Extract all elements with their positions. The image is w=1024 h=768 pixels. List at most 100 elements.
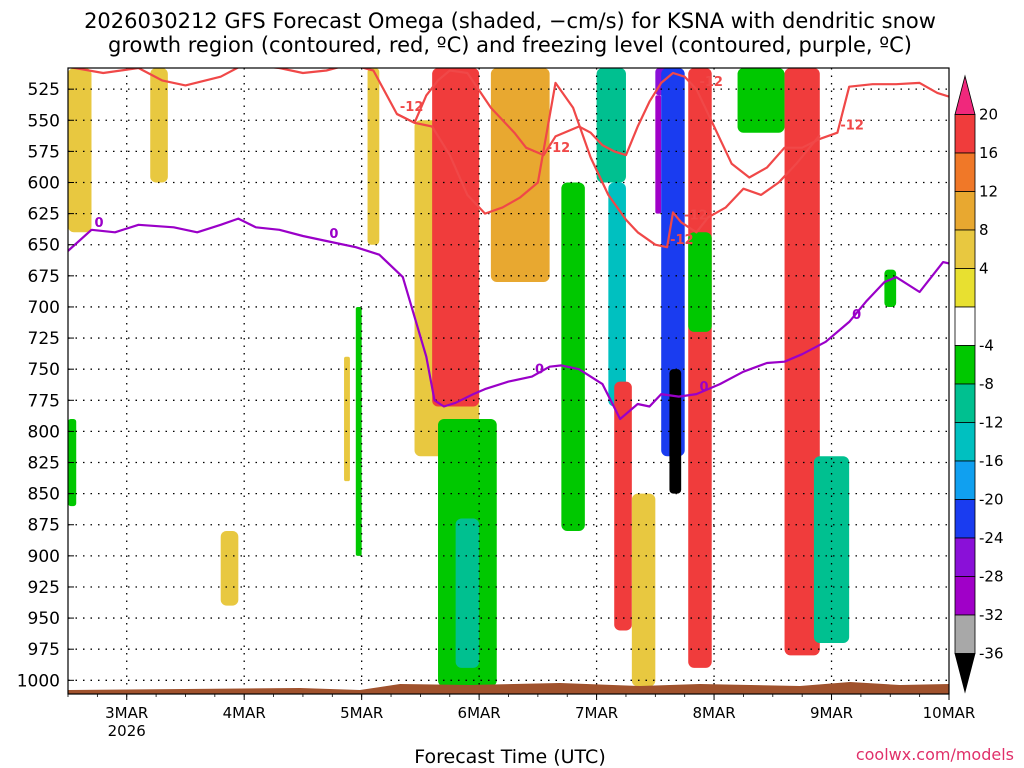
y-tick-label-975: 975: [28, 640, 60, 660]
y-tick-label-700: 700: [28, 298, 60, 318]
y-tick-label-675: 675: [28, 267, 60, 287]
freezing-level-contour-label-1: 0: [329, 227, 338, 242]
omega-shading-layer: [68, 68, 897, 687]
x-tick-label-9MAR: 9MAR: [810, 704, 853, 722]
colorbar-swatch-13: [954, 576, 976, 616]
colorbar-label--36: -36: [979, 645, 1004, 663]
y-tick-label-550: 550: [28, 111, 60, 131]
colorbar-swatch-15: [954, 653, 976, 694]
omega-shade-24: [784, 68, 820, 656]
dgz-upper-contour-label-0: -12: [400, 100, 424, 115]
colorbar-label-12: 12: [979, 183, 998, 201]
colorbar-label-4: 4: [979, 260, 989, 278]
omega-shade-6: [355, 306, 362, 556]
ground-layer: [68, 682, 949, 694]
y-tick-label-600: 600: [28, 173, 60, 193]
y-tick-label-750: 750: [28, 360, 60, 380]
x-tick-label-3MAR: 3MAR: [105, 704, 148, 722]
omega-shade-12: [561, 182, 585, 531]
colorbar-label-8: 8: [979, 221, 989, 239]
omega-shade-19: [661, 68, 685, 457]
omega-shade-5: [367, 68, 380, 245]
omega-shade-13: [596, 68, 626, 183]
colorbar-swatch-0: [954, 74, 976, 115]
colorbar-label-20: 20: [979, 106, 998, 124]
omega-shade-18: [655, 95, 662, 214]
y-tick-label-950: 950: [28, 609, 60, 629]
freezing-level-contour: [68, 217, 949, 421]
x-axis-label: Forecast Time (UTC): [414, 746, 605, 768]
omega-shade-14: [608, 182, 626, 407]
chart-title-line-2: growth region (contoured, red, ºC) and f…: [108, 33, 912, 57]
colorbar-swatch-1: [954, 114, 976, 154]
colorbar-swatch-2: [954, 152, 976, 192]
dgz-lower-contour: [396, 81, 821, 249]
chart-title-line-1: 2026030212 GFS Forecast Omega (shaded, −…: [84, 9, 936, 33]
colorbar-label--24: -24: [979, 529, 1004, 547]
contour-layer: 0 0 0 0 0 -12 -12 -12 -12 -12 -12: [68, 68, 949, 421]
colorbar-swatch-6: [954, 306, 976, 346]
omega-shade-15: [614, 381, 632, 631]
colorbar-label--4: -4: [979, 337, 994, 355]
omega-shade-25: [813, 456, 850, 643]
colorbar-label--20: -20: [979, 491, 1004, 509]
omega-shade-11: [490, 68, 550, 283]
colorbar-swatch-5: [954, 268, 976, 308]
y-tick-label-850: 850: [28, 485, 60, 505]
freezing-level-contour-label-2: 0: [535, 363, 544, 378]
colorbar-swatch-4: [954, 229, 976, 269]
omega-shade-10: [455, 518, 480, 668]
y-tick-label-525: 525: [28, 80, 60, 100]
colorbar-swatch-3: [954, 191, 976, 231]
colorbar-label--32: -32: [979, 606, 1004, 624]
colorbar-label--8: -8: [979, 375, 994, 393]
x-tick-label-6MAR: 6MAR: [458, 704, 501, 722]
omega-shade-4: [344, 356, 350, 482]
omega-shade-1: [150, 68, 168, 183]
ground-surface: [68, 682, 949, 694]
y-tick-label-575: 575: [28, 142, 60, 162]
colorbar-label-16: 16: [979, 144, 998, 162]
y-tick-label-625: 625: [28, 205, 60, 225]
freezing-level-contour-label-4: 0: [852, 308, 861, 323]
y-tick-label-825: 825: [28, 454, 60, 474]
x-tick-label-5MAR: 5MAR: [340, 704, 383, 722]
y-axis: 525 550 575 600 625 650 675 700 725 750 775 800 825 8…: [17, 80, 74, 691]
freezing-level-contour-label-0: 0: [94, 216, 103, 231]
x-tick-year-label: 2026: [108, 722, 146, 740]
y-tick-label-775: 775: [28, 391, 60, 411]
colorbar-label--16: -16: [979, 452, 1004, 470]
colorbar-swatch-12: [954, 537, 976, 577]
colorbar: 20 16 12 8 4 -4 -8 -12 -16 -20 -24 -28 -32 -36: [954, 74, 1004, 694]
colorbar-label--12: -12: [979, 414, 1004, 432]
y-tick-label-650: 650: [28, 236, 60, 256]
dgz-upper-contour-label-3: -12: [840, 119, 864, 134]
colorbar-swatch-9: [954, 422, 976, 462]
colorbar-swatch-11: [954, 499, 976, 539]
dgz-upper-contour-label-1: -12: [547, 141, 571, 156]
y-tick-label-925: 925: [28, 578, 60, 598]
y-tick-label-900: 900: [28, 547, 60, 567]
freezing-level-contour-label-3: 0: [699, 380, 708, 395]
source-credit[interactable]: coolwx.com/models: [856, 745, 1014, 764]
y-tick-label-800: 800: [28, 422, 60, 442]
omega-shade-3: [220, 530, 239, 606]
colorbar-swatch-14: [954, 614, 976, 654]
colorbar-label--28: -28: [979, 568, 1004, 586]
x-tick-label-10MAR: 10MAR: [923, 704, 976, 722]
x-tick-label-8MAR: 8MAR: [692, 704, 735, 722]
omega-shade-0: [68, 68, 92, 233]
dgz-lower-contour-label-0: -12: [670, 233, 694, 248]
dgz-upper-contour: [68, 68, 949, 179]
dgz-upper-contour-label-2: -12: [699, 75, 723, 90]
omega-shade-8: [432, 68, 480, 407]
omega-shade-16: [631, 493, 656, 687]
x-tick-label-4MAR: 4MAR: [223, 704, 266, 722]
omega-shade-23: [737, 68, 785, 133]
x-tick-label-7MAR: 7MAR: [575, 704, 618, 722]
colorbar-swatch-10: [954, 460, 976, 500]
y-tick-label-1000: 1000: [17, 671, 60, 691]
y-tick-label-725: 725: [28, 329, 60, 349]
